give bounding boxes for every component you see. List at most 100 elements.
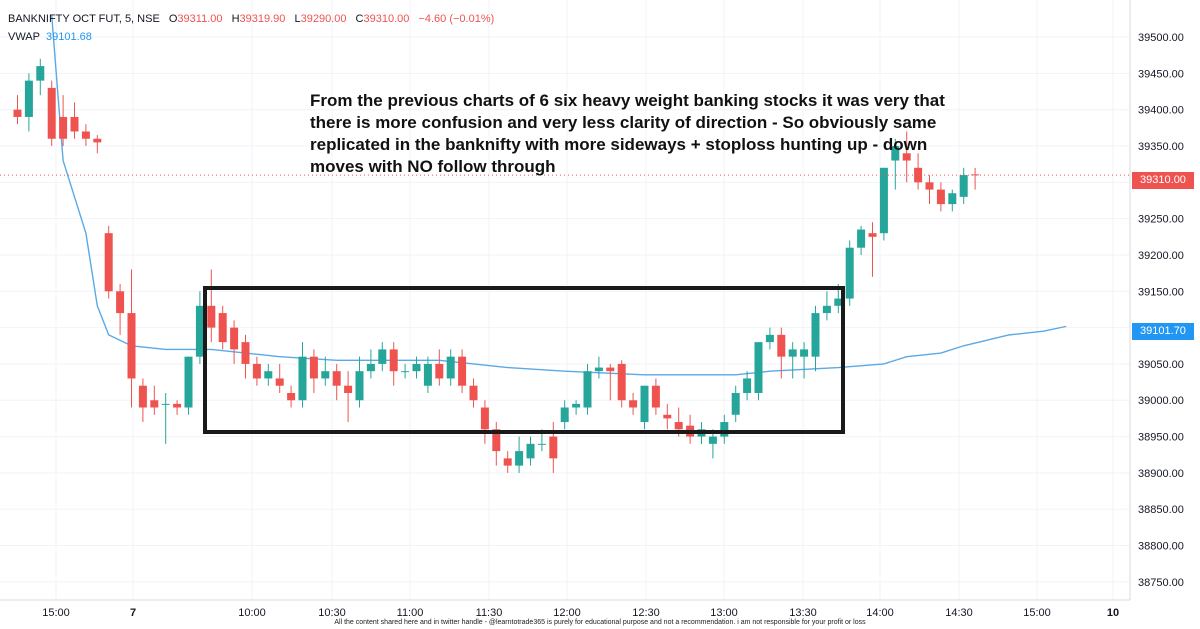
candle-body [731, 392, 740, 415]
candle [218, 305, 227, 350]
time-tick-label: 7 [130, 607, 136, 619]
disclaimer-footer: All the content shared here and in twitt… [334, 619, 866, 626]
candle-body [492, 429, 501, 452]
candle-body [777, 334, 786, 357]
candle-body [549, 436, 558, 459]
price-tick-label: 38900.00 [1138, 468, 1184, 480]
time-tick-label: 11:30 [476, 607, 503, 619]
price-tick-label: 39250.00 [1138, 214, 1184, 226]
candle-body [515, 451, 524, 466]
candle [458, 349, 467, 393]
candle-body [378, 349, 387, 364]
candle-body [332, 371, 341, 386]
candle-body [138, 385, 147, 408]
candle-body [116, 291, 125, 314]
candle-body [59, 116, 68, 139]
candle-body [150, 400, 159, 408]
candle-body [207, 305, 216, 328]
candle-body [743, 378, 752, 393]
time-tick-label: 12:30 [632, 607, 660, 619]
candle [138, 378, 147, 423]
time-axis[interactable]: 15:00 7 10:00 10:30 11:00 11:30 12:00 12:30 13:0… [42, 607, 1119, 619]
candle-body [503, 458, 512, 466]
candle-body [389, 349, 398, 372]
candle [469, 378, 478, 408]
candle [594, 356, 603, 379]
candle-body [640, 385, 649, 423]
candle [868, 222, 877, 277]
candle [366, 349, 375, 379]
candles [13, 58, 980, 473]
candle-body [24, 80, 33, 117]
candle-body [13, 109, 22, 117]
open-value: 39311.00 [177, 13, 223, 25]
last-price-badge: 39310.00 [1132, 172, 1194, 189]
price-tick-label: 38750.00 [1138, 577, 1184, 589]
candle [857, 225, 866, 255]
candle-body [663, 414, 672, 419]
price-axis[interactable]: 39500.0039450.0039400.0039350.0039300.00… [1138, 32, 1184, 589]
candle-body [469, 385, 478, 401]
candle [81, 124, 90, 147]
time-tick-label: 14:30 [945, 607, 973, 619]
candle [127, 269, 136, 408]
candle [583, 363, 592, 415]
candle [309, 349, 318, 393]
candle [321, 356, 330, 386]
candle-body [366, 363, 375, 372]
price-tick-label: 39200.00 [1138, 250, 1184, 262]
candle [275, 363, 284, 393]
candle [47, 80, 56, 147]
candle-body [184, 356, 193, 408]
candle-body [287, 392, 296, 401]
candle-body [765, 334, 774, 343]
candle [492, 422, 501, 466]
candle [891, 138, 900, 190]
candle [765, 327, 774, 350]
candle [378, 342, 387, 372]
plot-area [0, 0, 1130, 600]
candle [401, 363, 410, 379]
candle [959, 167, 968, 205]
low-value: 39290.00 [300, 13, 347, 25]
candle-body [264, 371, 273, 379]
candle [480, 400, 489, 444]
candle-body [948, 193, 957, 205]
price-tick-label: 39050.00 [1138, 359, 1184, 371]
candle [287, 385, 296, 408]
price-tick-label: 39400.00 [1138, 105, 1184, 117]
time-tick-label: 14:00 [866, 607, 894, 619]
time-tick-label: 11:00 [397, 607, 424, 619]
close-value: 39310.00 [363, 13, 410, 25]
candle-body [845, 247, 854, 299]
candle-body [811, 313, 820, 357]
candle-body [435, 363, 444, 379]
candle-body [47, 87, 56, 139]
candle-body [674, 422, 683, 430]
candle [104, 225, 113, 299]
candle [173, 400, 182, 415]
time-tick-label: 10:00 [238, 607, 266, 619]
candle-body [560, 407, 569, 423]
candle-body [161, 403, 170, 405]
candle [59, 95, 68, 147]
time-tick-label: 12:00 [553, 607, 581, 619]
time-tick-label: 15:00 [42, 607, 70, 619]
candle-body [81, 131, 90, 139]
candle-body [537, 443, 546, 445]
candle [948, 189, 957, 212]
candle-body [321, 371, 330, 379]
candle [971, 167, 980, 190]
close-label: C [355, 13, 364, 25]
time-tick-label: 13:00 [710, 607, 738, 619]
candle [731, 385, 740, 423]
candle [435, 349, 444, 386]
candle [412, 356, 421, 379]
candle-body [936, 189, 945, 205]
price-tick-label: 39450.00 [1138, 68, 1184, 80]
candle [879, 167, 888, 241]
candle-body [754, 342, 763, 393]
candle-body [971, 174, 980, 176]
vwap-price-badge: 39101.70 [1132, 323, 1194, 340]
